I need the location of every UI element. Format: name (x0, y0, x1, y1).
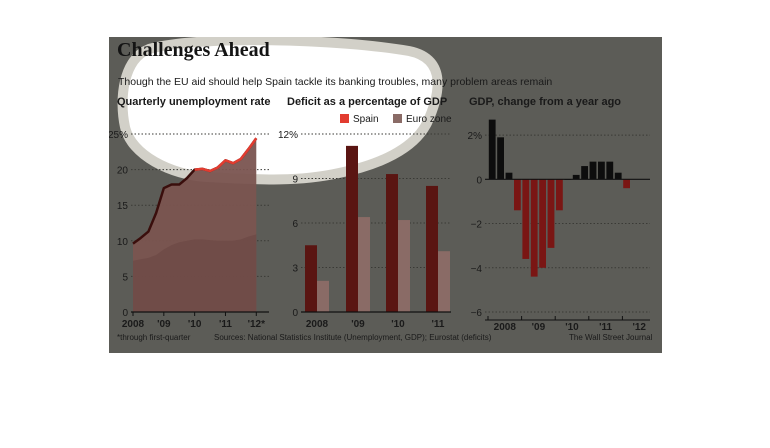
unemployment-y-tick-label: 15 (117, 201, 129, 212)
deficit-y-tick-label: 0 (292, 308, 298, 319)
gdp-bar-positive (572, 174, 580, 180)
euro-zone-unemployment-area (133, 234, 257, 312)
legend-euro-zone-label: Euro zone (406, 114, 452, 125)
gdp-x-tick-label: '10 (565, 322, 579, 333)
credit: The Wall Street Journal (569, 333, 653, 342)
deficit-y-tick-label: 6 (292, 219, 298, 230)
gdp-bar-positive (581, 166, 588, 180)
deficit-bar-euro-zone (317, 280, 329, 312)
gdp-y-tick-label: 2% (468, 131, 483, 142)
legend-euro-zone-swatch (393, 114, 402, 123)
gdp-x-tick-label: '09 (532, 322, 546, 333)
unemployment-panel-title: Quarterly unemployment rate (117, 96, 271, 108)
deficit-bar-euro-zone (358, 217, 370, 312)
deficit-bar-spain (426, 185, 438, 312)
gdp-bar-positive (505, 172, 513, 180)
gdp-bar-positive (606, 161, 614, 180)
gdp-x-tick-label: 2008 (494, 322, 517, 333)
unemployment-y-tick-label: 5 (122, 272, 128, 283)
unemployment-y-tick-label: 0 (122, 308, 128, 319)
deficit-bar-spain (386, 174, 398, 312)
gdp-x-tick-label: '11 (599, 322, 612, 333)
deficit-x-tick-label: '09 (351, 319, 365, 330)
deficit-bar-spain (305, 245, 317, 312)
gdp-bar-positive (614, 172, 622, 180)
chart-figure: Challenges Ahead Though the EU aid shoul… (109, 37, 662, 353)
gdp-bar-positive (589, 161, 597, 180)
unemployment-x-tick-label: '11 (219, 319, 232, 330)
spain-unemployment-line-highlighted (194, 137, 258, 173)
gdp-x-tick-label: '12 (632, 322, 646, 333)
deficit-y-tick-label: 9 (292, 175, 298, 186)
unemployment-x-tick-label: '10 (188, 319, 202, 330)
gdp-y-tick-label: −6 (471, 308, 483, 319)
gdp-bar-negative (556, 179, 563, 211)
gdp-bar-positive (488, 119, 496, 180)
gdp-y-tick-label: −4 (471, 264, 483, 275)
deficit-y-tick-label: 12% (278, 130, 298, 141)
chart-plots: 0 5 10 15 20 25% 2008 '09 '10 '11 '12* 0 3 6 9 12% 2008 '… (109, 119, 650, 333)
gdp-bar-positive (497, 137, 504, 180)
deficit-panel-title: Deficit as a percentage of GDP (287, 96, 448, 108)
unemployment-y-tick-label: 25% (109, 130, 128, 141)
footnote: *through first-quarter (117, 333, 191, 342)
legend-spain: Spain (340, 114, 379, 126)
unemployment-x-tick-label: 2008 (122, 319, 145, 330)
deficit-y-tick-label: 3 (292, 264, 298, 275)
gdp-bar-negative (623, 179, 630, 189)
deficit-bar-euro-zone (398, 220, 410, 312)
gdp-y-tick-label: −2 (471, 220, 483, 231)
deficit-x-tick-label: '11 (432, 319, 445, 330)
deficit-bar-euro-zone (438, 251, 450, 312)
chart-subtitle: Though the EU aid should help Spain tack… (118, 76, 553, 88)
gdp-y-tick-label: 0 (476, 175, 482, 186)
source-note: Sources: National Statistics Institute (… (214, 333, 492, 342)
unemployment-y-tick-label: 20 (117, 166, 129, 177)
chart-title: Challenges Ahead (117, 39, 270, 61)
gdp-bar-negative (547, 179, 555, 248)
deficit-bar-spain (346, 145, 358, 312)
gdp-bar-negative (514, 179, 521, 211)
legend-spain-label: Spain (353, 114, 379, 125)
gdp-bar-negative (539, 179, 546, 268)
legend-euro-zone: Euro zone (393, 114, 452, 126)
unemployment-x-tick-label: '12* (248, 319, 266, 330)
gdp-bar-negative (530, 179, 538, 277)
unemployment-x-tick-label: '09 (157, 319, 171, 330)
gdp-bar-negative (522, 179, 530, 259)
unemployment-y-tick-label: 10 (117, 237, 129, 248)
gdp-panel-title: GDP, change from a year ago (469, 96, 622, 108)
legend-spain-swatch (340, 114, 349, 123)
deficit-x-tick-label: 2008 (306, 319, 329, 330)
gdp-bar-positive (598, 161, 605, 180)
deficit-x-tick-label: '10 (391, 319, 405, 330)
